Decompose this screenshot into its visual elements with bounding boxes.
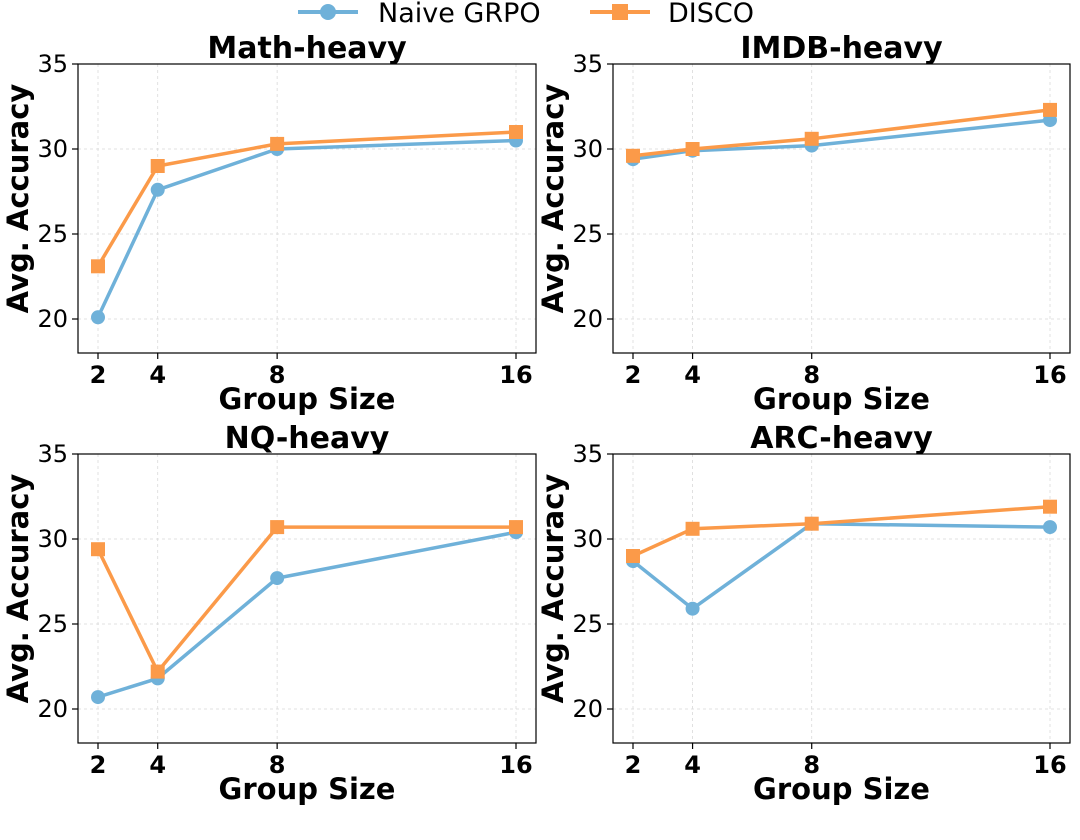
y-tick-label: 25: [37, 220, 68, 248]
plot-frame: [612, 63, 1071, 354]
y-tick-label: 30: [37, 525, 68, 553]
y-tick-label: 35: [37, 440, 68, 468]
legend-disco-label: DISCO: [668, 0, 754, 29]
x-tick-label: 4: [684, 361, 701, 389]
chart-title: NQ-heavy: [225, 421, 390, 456]
data-point-disco: [270, 136, 285, 151]
legend: Naive GRPO DISCO: [298, 0, 754, 29]
data-point-disco: [804, 516, 819, 531]
y-tick-label: 20: [572, 305, 603, 333]
data-point-disco: [509, 520, 523, 535]
data-point-naive-grpo: [91, 690, 105, 705]
y-tick-label: 25: [37, 610, 68, 638]
x-tick-label: 8: [803, 751, 820, 779]
x-axis-label: Group Size: [219, 382, 396, 416]
x-tick-label: 16: [499, 751, 532, 779]
chart-title: IMDB-heavy: [740, 31, 943, 66]
x-tick-label: 16: [1033, 751, 1066, 779]
data-point-disco: [270, 520, 285, 535]
series-line-disco: [96, 525, 516, 674]
legend-naive-grpo-label: Naive GRPO: [378, 0, 541, 29]
y-tick-label: 35: [37, 50, 68, 78]
y-axis-label: Avg. Accuracy: [536, 474, 570, 704]
series-line-naive-grpo: [632, 118, 1051, 161]
series-line-disco: [632, 108, 1051, 158]
x-axis-label: Group Size: [219, 772, 396, 806]
x-tick-label: 4: [149, 361, 166, 389]
data-point-disco: [804, 131, 819, 146]
data-point-naive-grpo: [270, 571, 285, 586]
y-axis-label: Avg. Accuracy: [536, 84, 570, 314]
plot-frame: [77, 63, 537, 354]
data-point-naive-grpo: [1043, 520, 1057, 535]
x-axis-label: Group Size: [753, 772, 930, 806]
chart-imdb-heavy: 20 25 30 35 2 4 8 16 IMDB-heavy Group Size Avg. Ac…: [536, 31, 1071, 416]
series-line-naive-grpo: [631, 521, 1051, 611]
chart-title: ARC-heavy: [750, 421, 933, 456]
x-tick-label: 2: [90, 751, 107, 779]
y-tick-label: 25: [572, 610, 603, 638]
legend-naive-grpo-marker: [320, 4, 336, 20]
chart-math-heavy: 20 25 30 35 2 4 8 16 Math-heavy Group Size Avg. Ac…: [1, 31, 537, 416]
legend-disco-marker: [612, 4, 628, 20]
plot-frame: [77, 453, 537, 744]
data-point-disco: [91, 259, 105, 274]
data-point-disco: [1043, 499, 1057, 514]
plot-frame: [612, 453, 1071, 744]
x-tick-label: 2: [625, 751, 642, 779]
data-point-disco: [626, 549, 640, 563]
data-point-disco: [509, 125, 523, 139]
data-point-disco: [91, 542, 105, 557]
data-point-naive-grpo: [685, 601, 700, 616]
y-tick-label: 35: [572, 440, 603, 468]
y-tick-label: 30: [572, 525, 603, 553]
series-line-disco: [96, 130, 517, 268]
data-point-disco: [626, 148, 640, 163]
y-axis-label: Avg. Accuracy: [1, 474, 35, 704]
data-point-disco: [685, 521, 700, 536]
y-tick-label: 20: [37, 305, 68, 333]
x-tick-label: 16: [499, 361, 532, 389]
y-tick-label: 30: [37, 135, 68, 163]
x-tick-label: 8: [269, 361, 286, 389]
x-tick-label: 16: [1033, 361, 1066, 389]
x-tick-label: 2: [90, 361, 107, 389]
chart-title: Math-heavy: [207, 31, 407, 66]
series-line-naive-grpo: [97, 530, 517, 699]
chart-arc-heavy: 20 25 30 35 2 4 8 16 ARC-heavy Group Size Avg. Acc…: [536, 421, 1071, 806]
series-line-naive-grpo: [96, 138, 517, 319]
y-tick-label: 20: [37, 695, 68, 723]
y-tick-label: 20: [572, 695, 603, 723]
x-tick-label: 8: [269, 751, 286, 779]
x-tick-label: 4: [684, 751, 701, 779]
y-tick-label: 30: [572, 135, 603, 163]
data-point-disco: [150, 664, 165, 679]
data-point-disco: [685, 142, 700, 156]
x-axis-label: Group Size: [753, 382, 930, 416]
data-point-disco: [150, 159, 165, 173]
series-line-disco: [632, 504, 1051, 558]
y-tick-label: 25: [572, 220, 603, 248]
x-tick-label: 2: [625, 361, 642, 389]
y-tick-label: 35: [572, 50, 603, 78]
y-axis-label: Avg. Accuracy: [1, 84, 35, 314]
data-point-naive-grpo: [150, 182, 165, 197]
x-tick-label: 8: [803, 361, 820, 389]
data-point-disco: [1043, 102, 1057, 117]
x-tick-label: 4: [149, 751, 166, 779]
chart-nq-heavy: 20 25 30 35 2 4 8 16 NQ-heavy Group Size Avg. Accu…: [1, 421, 537, 806]
data-point-naive-grpo: [91, 310, 105, 325]
